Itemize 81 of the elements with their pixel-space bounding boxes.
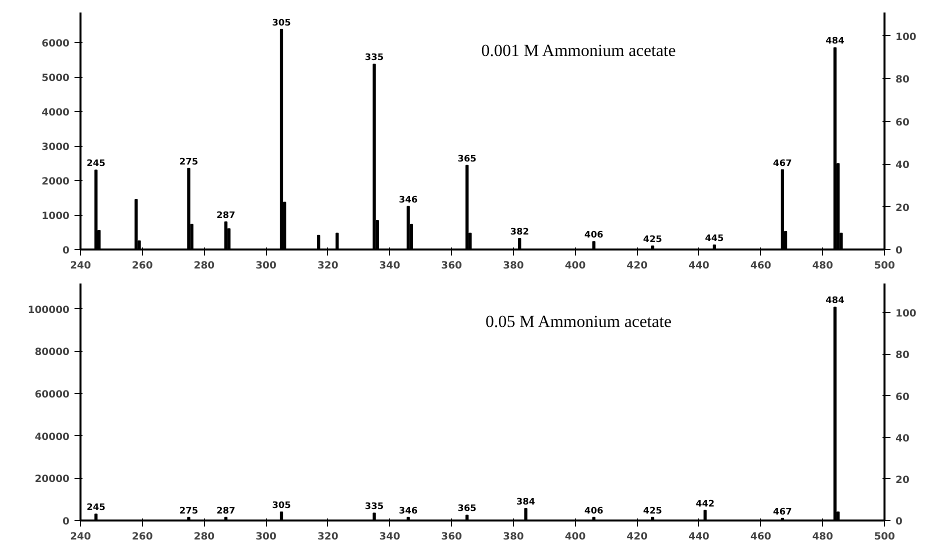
- annotation: 365: [458, 504, 476, 514]
- annotation: 406: [584, 230, 604, 241]
- y-tick-label: 40000: [34, 432, 70, 443]
- annotation: 442: [696, 499, 715, 510]
- y-tick-label: 100000: [28, 304, 70, 316]
- y2-tick-label: 60: [896, 392, 910, 403]
- x-tick-label: 480: [812, 532, 834, 542]
- y-tick-label: 0: [62, 516, 70, 528]
- annotation: 365: [458, 154, 476, 164]
- y-tick-label: 0: [62, 246, 70, 256]
- annotation: 406: [584, 506, 604, 516]
- annotation: 275: [179, 506, 198, 516]
- annotation: 467: [773, 158, 792, 169]
- y2-tick-label: 80: [896, 350, 910, 362]
- annotation: 484: [826, 296, 844, 306]
- x-tick-label: 460: [750, 532, 772, 542]
- x-tick-label: 280: [194, 260, 215, 272]
- y-tick-label: 1000: [42, 211, 70, 222]
- y-tick-label: 2000: [42, 176, 70, 188]
- annotation: 445: [705, 234, 724, 244]
- y2-tick-label: 40: [896, 433, 910, 444]
- y2-tick-label: 80: [896, 74, 910, 86]
- annotation: 275: [179, 157, 198, 168]
- annotation: 484: [826, 36, 844, 47]
- x-tick-label: 400: [564, 260, 586, 272]
- x-tick-label: 260: [132, 260, 153, 272]
- annotation: 346: [398, 195, 418, 206]
- x-tick-label: 340: [379, 532, 400, 542]
- y-tick-label: 80000: [34, 347, 70, 358]
- x-tick-label: 440: [688, 260, 710, 272]
- x-tick-label: 280: [194, 532, 215, 542]
- annotation: 287: [216, 210, 236, 221]
- y2-tick-label: 0: [896, 246, 902, 256]
- y-tick-label: 6000: [42, 38, 70, 50]
- y2-tick-label: 0: [896, 516, 902, 528]
- x-tick-label: 240: [70, 260, 91, 272]
- x-tick-label: 500: [874, 260, 895, 272]
- annotation: 425: [643, 506, 662, 516]
- annotation: 245: [86, 159, 106, 170]
- y-tick-label: 4000: [42, 108, 70, 119]
- y2-tick-label: 60: [896, 117, 910, 128]
- annotation: 346: [398, 506, 418, 516]
- x-tick-label: 420: [626, 532, 648, 542]
- x-tick-label: 300: [256, 260, 277, 272]
- x-tick-label: 420: [626, 260, 648, 272]
- x-tick-label: 300: [256, 532, 277, 542]
- annotation: 335: [364, 502, 384, 512]
- y2-tick-label: 20: [896, 474, 910, 486]
- y2-tick-label: 40: [896, 160, 910, 172]
- x-tick-label: 360: [441, 532, 462, 542]
- x-tick-label: 460: [750, 260, 772, 272]
- y-tick-label: 20000: [34, 474, 70, 486]
- x-tick-label: 380: [502, 532, 524, 542]
- annotation: 335: [364, 53, 384, 64]
- text: 0.001 M Ammonium acetate: [481, 40, 676, 60]
- x-tick-label: 380: [502, 260, 524, 272]
- x-tick-label: 400: [564, 532, 586, 542]
- x-tick-label: 480: [812, 260, 834, 272]
- annotation: 425: [643, 235, 662, 246]
- x-tick-label: 240: [70, 532, 91, 542]
- x-tick-label: 260: [132, 532, 153, 542]
- x-tick-label: 360: [441, 260, 462, 272]
- x-tick-label: 440: [688, 532, 710, 542]
- y2-tick-label: 100: [896, 32, 916, 43]
- y2-tick-label: 100: [896, 308, 916, 320]
- x-tick-label: 500: [874, 532, 895, 542]
- annotation: 467: [773, 507, 792, 518]
- annotation: 305: [272, 501, 291, 512]
- x-tick-label: 320: [317, 532, 338, 542]
- annotation: 287: [216, 506, 236, 516]
- annotation: 245: [86, 503, 106, 514]
- y-tick-label: 3000: [42, 142, 70, 154]
- x-tick-label: 340: [379, 260, 400, 272]
- y-tick-label: 5000: [42, 73, 70, 84]
- y-tick-label: 60000: [34, 390, 70, 401]
- x-tick-label: 320: [317, 260, 338, 272]
- annotation: 305: [272, 18, 291, 28]
- annotation: 384: [516, 497, 536, 508]
- y2-tick-label: 20: [896, 202, 910, 214]
- annotation: 382: [510, 227, 530, 238]
- text: 0.05 M Ammonium acetate: [486, 312, 672, 331]
